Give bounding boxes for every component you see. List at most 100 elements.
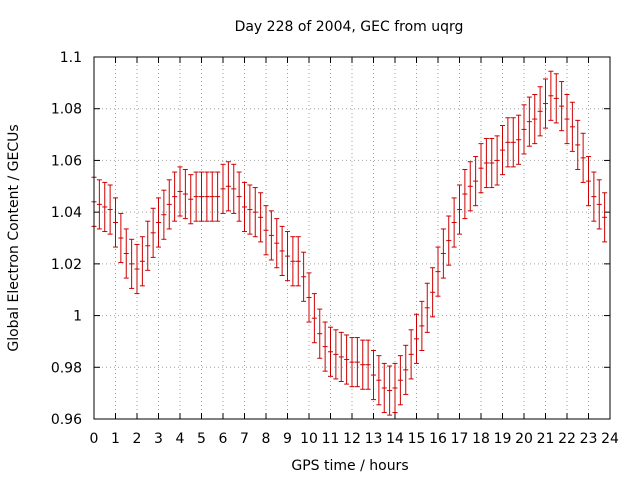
y-tick-label: 1.04: [51, 205, 82, 221]
error-bar-point: [473, 156, 479, 207]
error-bar-point: [258, 192, 264, 243]
error-bar-point: [586, 156, 591, 207]
error-bar-point: [548, 70, 554, 121]
x-tick-label: 13: [365, 431, 383, 447]
error-bar-point: [338, 331, 344, 383]
error-bar-point: [559, 81, 565, 132]
x-tick-label: 5: [197, 431, 206, 447]
error-bar-point: [403, 344, 409, 395]
error-bar-point: [516, 114, 522, 165]
error-bar-point: [397, 355, 403, 406]
x-tick-label: 4: [176, 431, 185, 447]
error-bar-point: [107, 184, 113, 235]
error-bar-point: [134, 243, 140, 295]
error-bar-point: [371, 349, 376, 401]
x-tick-label: 7: [240, 431, 249, 447]
y-tick-label: 1.1: [60, 50, 82, 66]
error-bar-point: [440, 228, 446, 279]
error-bar-point: [435, 246, 441, 297]
error-bar-point: [467, 161, 473, 212]
error-bar-point: [161, 189, 167, 240]
x-tick-label: 23: [580, 431, 598, 447]
error-bar-point: [569, 101, 575, 152]
error-bar-point: [306, 272, 312, 323]
error-bar-point: [414, 313, 419, 364]
error-bar-point: [596, 179, 602, 230]
error-bar-point: [532, 93, 538, 145]
error-bar-point: [521, 104, 527, 155]
error-bar-point: [311, 293, 317, 344]
error-bar-point: [220, 163, 226, 214]
error-bar-point: [193, 171, 199, 222]
error-bar-point: [457, 184, 462, 235]
x-tick-label: 12: [343, 431, 361, 447]
y-tick-label: 1.02: [51, 257, 82, 273]
error-bar-point: [118, 212, 124, 264]
error-bar-point: [247, 184, 253, 235]
x-tick-label: 22: [558, 431, 576, 447]
y-tick-label: 1.06: [51, 153, 82, 169]
error-bar-point: [215, 171, 221, 222]
x-tick-label: 2: [133, 431, 142, 447]
error-bar-point: [500, 125, 505, 176]
error-bar-point: [381, 362, 387, 414]
error-bar-point: [360, 339, 366, 390]
error-bar-point: [252, 187, 258, 238]
error-bar-point: [419, 300, 425, 351]
error-bar-point: [564, 93, 570, 145]
error-bar-point: [96, 179, 102, 230]
x-tick-label: 17: [451, 431, 469, 447]
x-tick-label: 20: [515, 431, 533, 447]
error-bar-point: [322, 321, 328, 372]
axis-labels: 0 1 2 3 4 5 6 7 8 9 10 11 12 13 14 15 16 17 18 19 20 21 22 23 24…: [51, 50, 619, 447]
error-bar-point: [483, 137, 489, 189]
error-bar-point: [156, 197, 161, 248]
x-tick-label: 9: [283, 431, 292, 447]
error-bar-point: [430, 267, 436, 318]
error-bar-point: [462, 168, 468, 220]
y-tick-label: 1: [73, 309, 82, 325]
error-bar-point: [295, 236, 301, 287]
error-bar-point: [242, 181, 247, 233]
error-bar-point: [172, 171, 178, 222]
error-bar-point: [392, 362, 398, 414]
x-tick-label: 16: [429, 431, 447, 447]
error-bar-point: [333, 329, 339, 380]
x-axis-title: GPS time / hours: [291, 458, 408, 474]
error-bar-point: [526, 96, 532, 147]
x-tick-label: 1: [111, 431, 120, 447]
y-axis-title: Global Electron Content / GECUs: [6, 124, 22, 351]
error-bar-point: [408, 329, 414, 380]
error-bar-point: [225, 161, 231, 212]
error-bar-point: [290, 236, 296, 287]
x-tick-label: 18: [472, 431, 490, 447]
error-bar-point: [387, 365, 393, 416]
error-bar-point: [279, 225, 285, 276]
error-bar-point: [317, 308, 323, 359]
error-bar-point: [510, 117, 516, 168]
x-tick-label: 21: [537, 431, 555, 447]
y-tick-label: 0.98: [51, 360, 82, 376]
error-bar-point: [236, 171, 242, 222]
error-bar-point: [231, 163, 237, 214]
error-bar-point: [489, 137, 495, 189]
error-bar-point: [301, 251, 307, 302]
x-tick-label: 3: [154, 431, 163, 447]
error-bar-point: [285, 231, 290, 282]
x-tick-label: 14: [386, 431, 404, 447]
x-tick-label: 0: [90, 431, 99, 447]
error-bar-point: [602, 192, 608, 243]
error-bar-point: [204, 171, 210, 222]
error-bar-point: [344, 334, 350, 385]
error-bar-point: [182, 168, 188, 220]
error-bar-point: [553, 73, 559, 124]
x-tick-label: 10: [300, 431, 318, 447]
plot-frame: [93, 56, 611, 420]
error-bar-point: [424, 282, 430, 333]
error-bar-point: [209, 171, 215, 222]
error-bar-point: [199, 171, 204, 222]
error-bar-point: [575, 119, 581, 170]
x-tick-label: 19: [494, 431, 512, 447]
